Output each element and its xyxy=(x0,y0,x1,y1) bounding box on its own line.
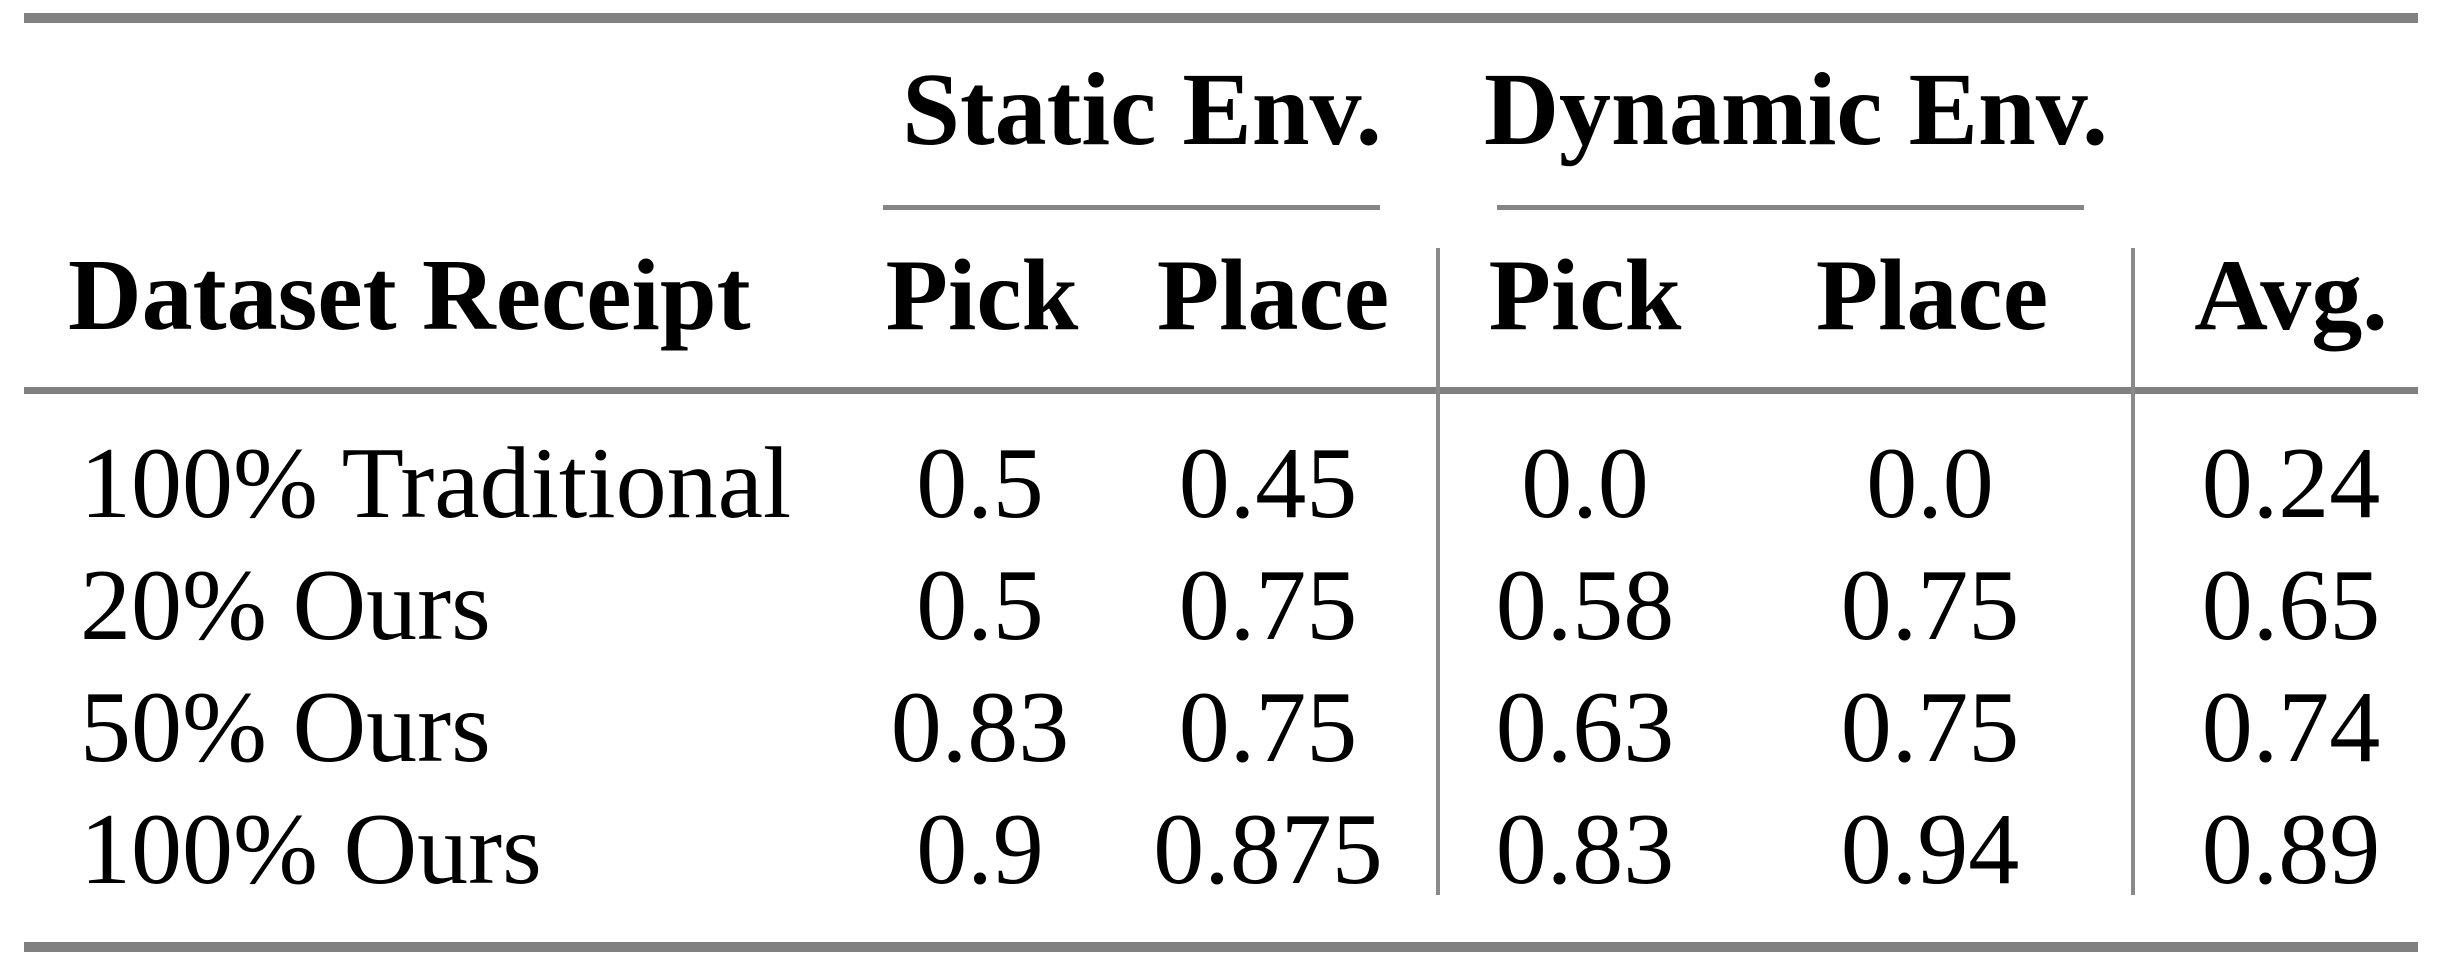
dynamic-place-value: 0.75 xyxy=(1840,549,2020,662)
column-header-dataset-receipt: Dataset Receipt xyxy=(68,239,751,352)
row-label: 100% Ours xyxy=(80,793,542,906)
dynamic-pick-value: 0.83 xyxy=(1495,793,1675,906)
avg-divider xyxy=(2131,248,2135,895)
column-header-static-place: Place xyxy=(1156,239,1390,352)
top-rule xyxy=(24,13,2418,23)
dynamic-place-value: 0.0 xyxy=(1866,427,1994,540)
dynamic-pick-value: 0.63 xyxy=(1495,671,1675,784)
row-label: 20% Ours xyxy=(80,549,491,662)
static-place-value: 0.875 xyxy=(1153,793,1383,906)
dynamic-place-value: 0.94 xyxy=(1840,793,2020,906)
table-row: 100% Traditional 0.5 0.45 0.0 0.0 0.24 xyxy=(0,433,2440,537)
avg-value: 0.24 xyxy=(2201,427,2381,540)
avg-value: 0.89 xyxy=(2201,793,2381,906)
static-env-underline xyxy=(883,205,1380,210)
group-header-dynamic-env: Dynamic Env. xyxy=(1483,52,2109,167)
column-header-dynamic-pick: Pick xyxy=(1488,239,1682,352)
column-header-dynamic-place: Place xyxy=(1815,239,2049,352)
static-place-value: 0.45 xyxy=(1178,427,1358,540)
row-label: 50% Ours xyxy=(80,671,491,784)
static-dynamic-divider xyxy=(1436,248,1440,895)
dynamic-pick-value: 0.58 xyxy=(1495,549,1675,662)
table-row: 50% Ours 0.83 0.75 0.63 0.75 0.74 xyxy=(0,677,2440,781)
column-header-static-pick: Pick xyxy=(885,239,1079,352)
bottom-rule xyxy=(24,942,2418,952)
dynamic-place-value: 0.75 xyxy=(1840,671,2020,784)
static-place-value: 0.75 xyxy=(1178,671,1358,784)
avg-value: 0.65 xyxy=(2201,549,2381,662)
static-place-value: 0.75 xyxy=(1178,549,1358,662)
header-midrule xyxy=(24,387,2418,394)
column-header-avg: Avg. xyxy=(2194,239,2388,352)
dynamic-pick-value: 0.0 xyxy=(1521,427,1649,540)
group-header-static-env: Static Env. xyxy=(902,52,1382,167)
static-pick-value: 0.83 xyxy=(890,671,1070,784)
dynamic-env-underline xyxy=(1497,205,2084,210)
static-pick-value: 0.5 xyxy=(916,549,1044,662)
table-row: 100% Ours 0.9 0.875 0.83 0.94 0.89 xyxy=(0,799,2440,903)
static-pick-value: 0.5 xyxy=(916,427,1044,540)
avg-value: 0.74 xyxy=(2201,671,2381,784)
static-pick-value: 0.9 xyxy=(916,793,1044,906)
row-label: 100% Traditional xyxy=(80,427,792,540)
table-row: 20% Ours 0.5 0.75 0.58 0.75 0.65 xyxy=(0,555,2440,659)
